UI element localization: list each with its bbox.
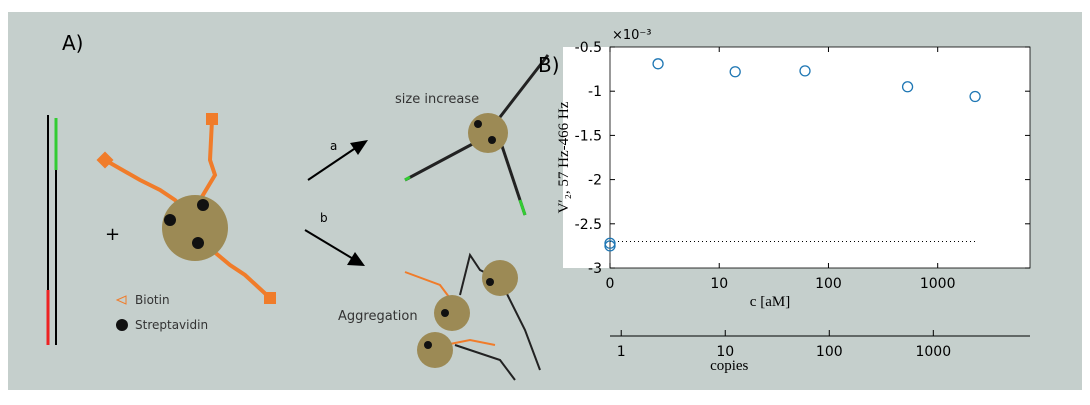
x-axis-label: c [aM] xyxy=(750,294,790,310)
legend-text: Streptavidin xyxy=(135,318,208,332)
canvas: A) + Biotin Streptavidin a b size increa… xyxy=(0,0,1090,405)
plot-area xyxy=(563,47,1030,268)
y-tick-label: -1 xyxy=(588,84,602,100)
figure: A) + Biotin Streptavidin a b size increa… xyxy=(0,0,1090,405)
x-tick-label: 1000 xyxy=(920,276,956,292)
streptavidin-icon xyxy=(116,319,128,331)
panel-label: A) xyxy=(62,31,83,55)
y-tick-label: -2 xyxy=(588,173,602,189)
x-tick-label: 100 xyxy=(815,276,842,292)
arrow-label: b xyxy=(320,211,328,225)
x-tick-label: 10 xyxy=(710,276,728,292)
biotin-end xyxy=(206,113,218,125)
x2-axis-label: copies xyxy=(710,358,748,374)
bead xyxy=(162,195,228,261)
caption: Aggregation xyxy=(338,309,418,324)
caption: size increase xyxy=(395,92,479,107)
biotin-end xyxy=(264,292,276,304)
y-tick-label: -1.5 xyxy=(575,128,602,144)
y-tick-label: -0.5 xyxy=(575,40,602,56)
y-tick-label: -3 xyxy=(588,261,602,277)
arrow-label: a xyxy=(330,139,337,153)
x2-tick-label: 1 xyxy=(617,344,626,360)
x2-tick-label: 1000 xyxy=(915,344,951,360)
y-axis-label: V′₂, 57 Hz-466 Hz xyxy=(556,101,572,213)
panel-label: B) xyxy=(538,53,560,77)
x2-tick-label: 100 xyxy=(816,344,843,360)
y-multiplier: ×10⁻³ xyxy=(612,28,652,43)
y-tick-label: -2.5 xyxy=(575,217,602,233)
plus: + xyxy=(105,224,120,245)
legend-text: Biotin xyxy=(135,293,170,307)
x-tick-label: 0 xyxy=(606,276,615,292)
